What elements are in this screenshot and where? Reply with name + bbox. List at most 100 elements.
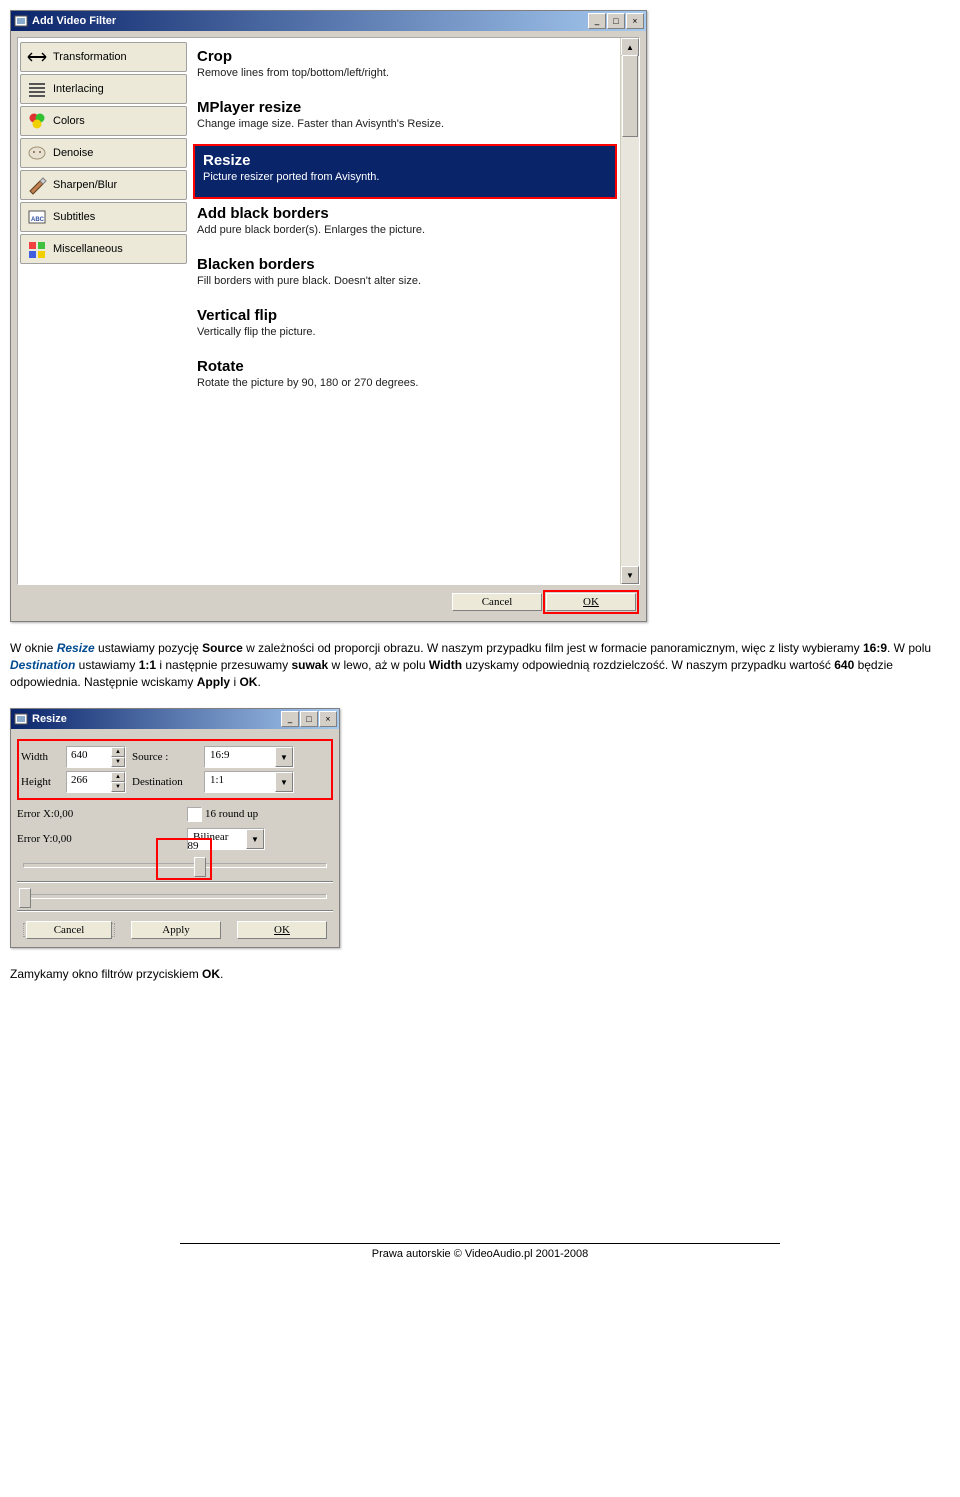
- filter-item[interactable]: Crop Remove lines from top/bottom/left/ri…: [189, 42, 621, 93]
- category-label: Interlacing: [53, 83, 104, 95]
- filter-item[interactable]: Add black borders Add pure black border(s…: [189, 199, 621, 250]
- app-icon: [13, 711, 29, 727]
- filter-title: Resize: [203, 152, 607, 169]
- sharpen-icon: [26, 175, 48, 195]
- dropdown-icon[interactable]: ▼: [275, 772, 293, 792]
- resize-slider[interactable]: 89: [19, 854, 331, 878]
- minimize-button[interactable]: _: [588, 13, 606, 29]
- category-colors[interactable]: Colors: [20, 106, 187, 136]
- highlight-box: [156, 838, 212, 880]
- filter-item[interactable]: MPlayer resizeChange image size. Faster …: [189, 93, 621, 144]
- filter-title: Crop: [197, 48, 613, 65]
- category-label: Subtitles: [53, 211, 95, 223]
- category-sidebar: Transformation Interlacing Colors Denoise Sh…: [18, 38, 189, 584]
- filter-title: Rotate: [197, 358, 613, 375]
- category-sharpen[interactable]: Sharpen/Blur: [20, 170, 187, 200]
- spin-up[interactable]: ▲: [111, 772, 125, 782]
- category-denoise[interactable]: Denoise: [20, 138, 187, 168]
- filter-title: Vertical flip: [197, 307, 613, 324]
- footer-text: Prawa autorskie © VideoAudio.pl 2001-200…: [10, 1248, 950, 1260]
- height-input[interactable]: 266 ▲▼: [66, 771, 126, 793]
- category-transformation[interactable]: Transformation: [20, 42, 187, 72]
- category-misc[interactable]: Miscellaneous: [20, 234, 187, 264]
- filter-desc: Picture resizer ported from Avisynth.: [203, 171, 607, 183]
- filter-title: Add black borders: [197, 205, 613, 222]
- category-label: Sharpen/Blur: [53, 179, 117, 191]
- instruction-text-2: Zamykamy okno filtrów przyciskiem OK.: [10, 966, 950, 983]
- subtitles-icon: ABC: [26, 207, 48, 227]
- scroll-track[interactable]: [622, 55, 638, 567]
- source-dropdown[interactable]: 16:9 ▼: [204, 746, 294, 768]
- height-label: Height: [21, 776, 66, 788]
- filter-title: Blacken borders: [197, 256, 613, 273]
- slider-thumb[interactable]: [19, 888, 31, 908]
- dropdown-icon[interactable]: ▼: [275, 747, 293, 767]
- filter-desc: Add pure black border(s). Enlarges the p…: [197, 224, 613, 236]
- category-label: Denoise: [53, 147, 93, 159]
- error-y-label: Error Y:0,00: [17, 833, 137, 845]
- maximize-button[interactable]: □: [607, 13, 625, 29]
- apply-button[interactable]: Apply: [131, 921, 221, 939]
- denoise-icon: [26, 143, 48, 163]
- divider: [17, 910, 333, 912]
- destination-dropdown[interactable]: 1:1 ▼: [204, 771, 294, 793]
- highlight-box: Width 640 ▲▼ Source : 16:9 ▼ Height 266 …: [17, 739, 333, 800]
- roundup-label: 16 round up: [205, 808, 258, 820]
- app-icon: [13, 13, 29, 29]
- category-subtitles[interactable]: ABC Subtitles: [20, 202, 187, 232]
- scroll-down-button[interactable]: ▼: [621, 566, 639, 584]
- maximize-button[interactable]: □: [300, 711, 318, 727]
- close-button[interactable]: ×: [626, 13, 644, 29]
- secondary-slider[interactable]: [19, 887, 331, 907]
- filter-list: Crop Remove lines from top/bottom/left/ri…: [189, 38, 639, 584]
- filter-desc: Remove lines from top/bottom/left/right.: [197, 67, 613, 79]
- category-label: Transformation: [53, 51, 127, 63]
- highlight-box: Resize Picture resizer ported from Avisyn…: [193, 144, 617, 199]
- width-input[interactable]: 640 ▲▼: [66, 746, 126, 768]
- filter-desc: Vertically flip the picture.: [197, 326, 613, 338]
- add-video-filter-window: Add Video Filter _ □ × Transformation Int…: [10, 10, 647, 622]
- interlacing-icon: [26, 79, 48, 99]
- titlebar[interactable]: Add Video Filter _ □ ×: [11, 11, 646, 31]
- dropdown-icon[interactable]: ▼: [246, 829, 264, 849]
- scroll-thumb[interactable]: [622, 55, 638, 137]
- resize-window: Resize _ □ × Width 640 ▲▼ Source : 16:9 …: [10, 708, 340, 948]
- source-label: Source :: [126, 751, 204, 763]
- error-x-label: Error X:0,00: [17, 808, 137, 820]
- spin-down[interactable]: ▼: [111, 782, 125, 792]
- filter-item[interactable]: Rotate Rotate the picture by 90, 180 or 2…: [189, 352, 621, 403]
- ok-button[interactable]: OK: [237, 921, 327, 939]
- instruction-text-1: W oknie Resize ustawiamy pozycję Source …: [10, 640, 950, 690]
- window-controls: _ □ ×: [588, 13, 644, 29]
- filter-title: MPlayer resize: [197, 99, 613, 116]
- footer-divider: [180, 1243, 780, 1244]
- filter-desc: Fill borders with pure black. Doesn't al…: [197, 275, 613, 287]
- filter-item[interactable]: Vertical flip Vertically flip the picture…: [189, 301, 621, 352]
- misc-icon: [26, 239, 48, 259]
- minimize-button[interactable]: _: [281, 711, 299, 727]
- svg-text:ABC: ABC: [31, 217, 45, 223]
- spin-down[interactable]: ▼: [111, 757, 125, 767]
- ok-button[interactable]: OK: [546, 593, 636, 611]
- filter-desc: Rotate the picture by 90, 180 or 270 deg…: [197, 377, 613, 389]
- filter-item[interactable]: Resize Picture resizer ported from Avisyn…: [195, 146, 615, 197]
- window-title: Resize: [32, 713, 281, 725]
- cancel-button[interactable]: Cancel: [452, 593, 542, 611]
- category-label: Colors: [53, 115, 85, 127]
- filter-item[interactable]: Blacken borders Fill borders with pure bl…: [189, 250, 621, 301]
- dialog-buttons: Cancel OK: [17, 585, 640, 615]
- category-label: Miscellaneous: [53, 243, 123, 255]
- roundup-checkbox[interactable]: [187, 807, 202, 822]
- transformation-icon: [26, 47, 48, 67]
- divider: [17, 881, 333, 883]
- cancel-button[interactable]: Cancel: [26, 921, 112, 939]
- vertical-scrollbar[interactable]: ▲ ▼: [620, 38, 639, 584]
- window-controls: _ □ ×: [281, 711, 337, 727]
- window-title: Add Video Filter: [32, 15, 588, 27]
- slider-track[interactable]: [23, 894, 327, 899]
- titlebar[interactable]: Resize _ □ ×: [11, 709, 339, 729]
- scroll-up-button[interactable]: ▲: [621, 38, 639, 56]
- category-interlacing[interactable]: Interlacing: [20, 74, 187, 104]
- spin-up[interactable]: ▲: [111, 747, 125, 757]
- close-button[interactable]: ×: [319, 711, 337, 727]
